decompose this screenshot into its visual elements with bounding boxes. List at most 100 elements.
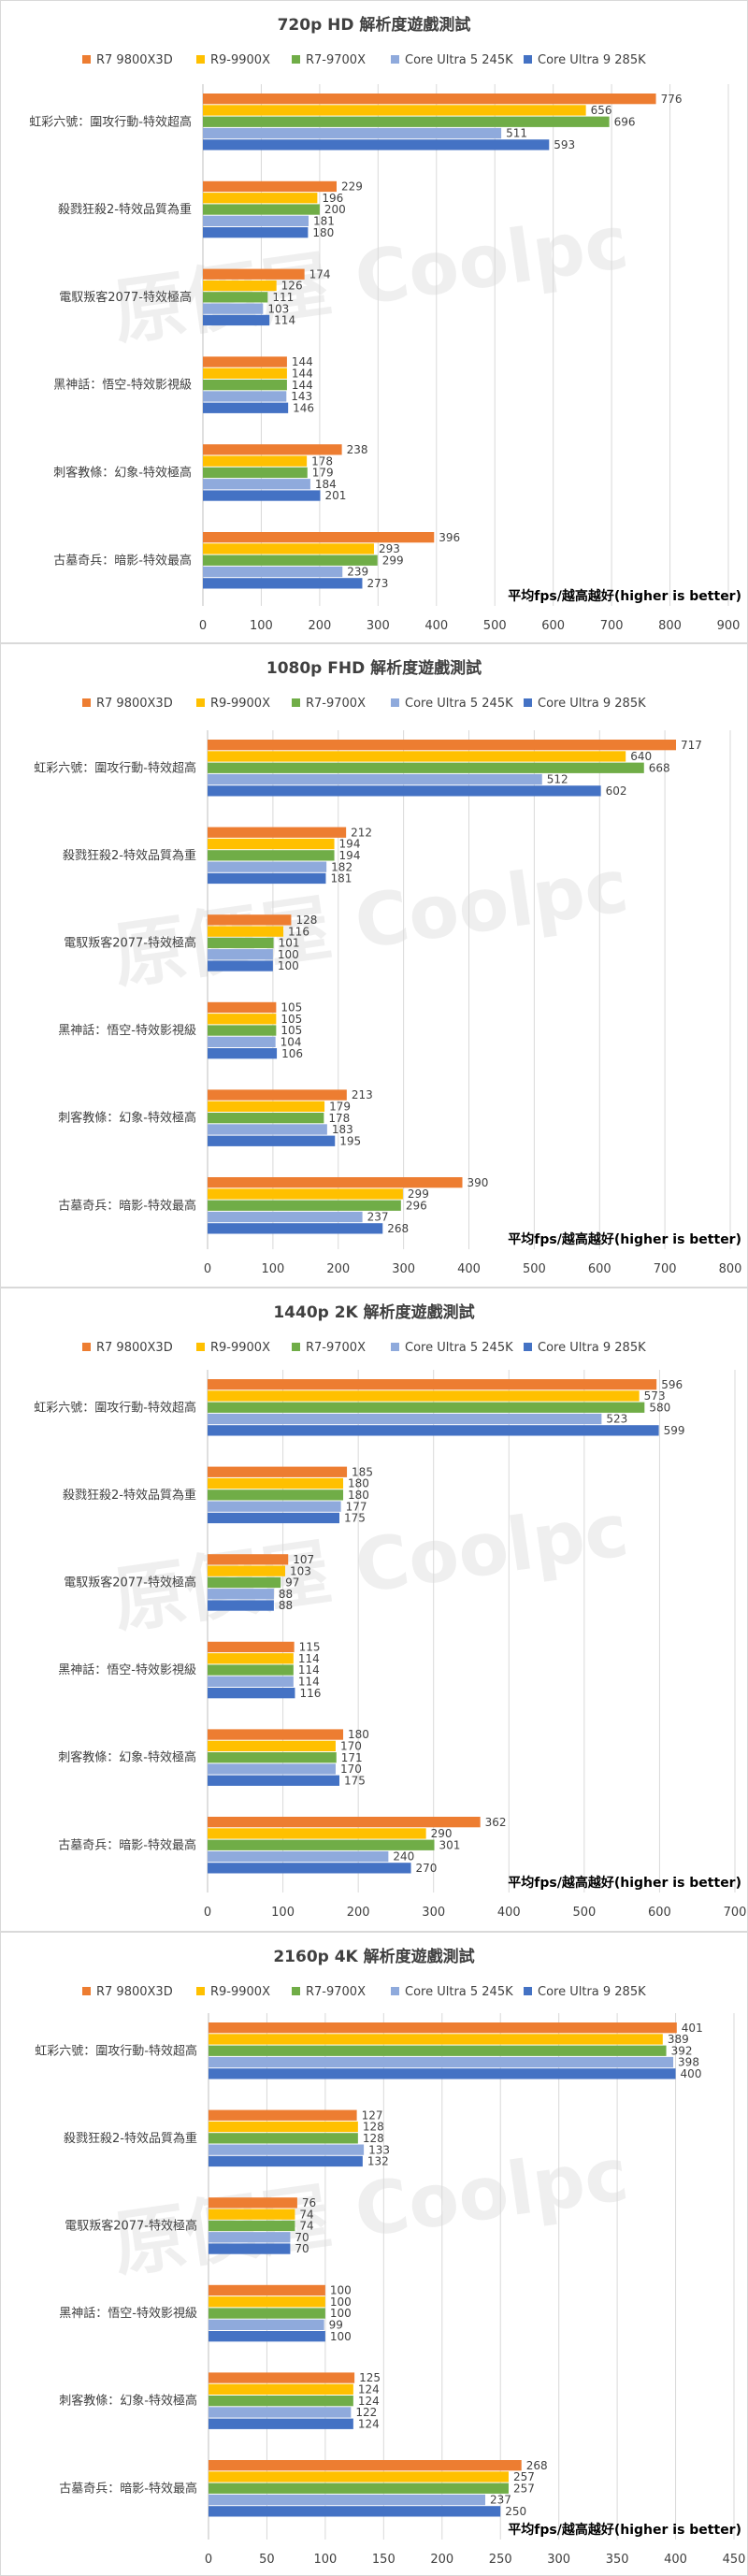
bar [208,1135,336,1146]
bar [208,1775,339,1786]
legend-swatch [196,1343,205,1351]
legend-item: R7-9700X [292,1985,366,1999]
bar [203,455,308,467]
category-label: 古墓奇兵：暗影-特效最高 [59,2481,197,2496]
data-label: 74 [299,2220,313,2233]
legend-item: Core Ultra 9 285K [524,53,646,67]
data-label: 389 [668,2033,689,2046]
data-label: 105 [280,1001,302,1015]
bar [208,861,327,872]
data-label: 146 [293,401,314,414]
legend-swatch [82,1343,91,1351]
bar [208,1641,295,1653]
data-label: 144 [292,355,313,368]
x-tick-label: 400 [664,2553,687,2567]
bar [209,2068,676,2080]
x-tick-label: 0 [205,2553,212,2567]
data-label: 124 [358,2395,380,2408]
data-label: 111 [272,291,294,304]
legend-item: R9-9900X [196,1341,270,1355]
legend-swatch [391,55,399,64]
x-tick-label: 50 [259,2553,275,2567]
bar [203,215,309,226]
data-label: 74 [299,2208,313,2221]
bar [208,1850,389,1863]
legend-swatch [196,55,205,64]
data-label: 195 [339,1134,361,1147]
data-label: 181 [313,215,335,228]
legend-label: Core Ultra 9 285K [538,53,646,67]
bar [208,1817,481,1828]
legend-swatch [391,698,399,707]
legend-label: R7 9800X3D [96,1341,173,1355]
data-label: 390 [468,1176,489,1189]
x-tick-label: 700 [600,619,624,633]
data-label: 124 [358,2417,380,2430]
bar [208,762,644,773]
category-label: 殺戮狂殺2-特效品質為重 [64,2131,197,2146]
category-label: 刺客教條：幻象-特效極高 [53,465,192,480]
bar [209,2494,485,2506]
bar [208,785,601,797]
data-label: 174 [309,267,331,281]
bar [203,479,310,490]
bar [208,1565,285,1576]
category-label: 電馭叛客2077-特效極高 [64,1575,196,1590]
legend-swatch [196,1987,205,1995]
legend-label: Core Ultra 5 245K [405,53,513,67]
bar [208,740,677,751]
bar [209,2407,352,2418]
bar [203,380,287,391]
data-label: 125 [359,2371,381,2384]
data-label: 114 [274,314,295,327]
bar [203,314,270,326]
bar [208,1113,324,1124]
legend-label: Core Ultra 5 245K [405,1341,513,1355]
bar [208,926,284,937]
bar [203,116,610,127]
bar [203,303,264,314]
chart-title: 2160p 4K 解析度遊戲測試 [273,1947,474,1966]
bar [208,1554,289,1565]
x-tick-label: 150 [372,2553,396,2567]
category-label: 黑神話：悟空-特效影視級 [59,2306,197,2321]
bar [208,1512,339,1524]
legend-label: R9-9900X [210,697,270,711]
data-label: 143 [291,390,312,403]
category-label: 古墓奇兵：暗影-特效最高 [58,1837,196,1852]
legend-item: Core Ultra 9 285K [524,1341,646,1355]
data-label: 301 [439,1838,461,1851]
data-label: 401 [682,2022,703,2035]
bar [209,2197,297,2209]
data-label: 183 [332,1123,353,1136]
data-label: 776 [661,93,683,106]
legend-swatch [82,1987,91,1995]
data-label: 100 [330,2284,352,2297]
bar [203,467,308,479]
bar [208,1379,657,1390]
legend-swatch [292,55,300,64]
bar [209,2109,357,2121]
bar [208,1177,463,1188]
bar [208,1489,344,1501]
bar [209,2284,325,2296]
x-tick-label: 600 [648,1906,671,1920]
bar [208,1089,347,1101]
data-label: 640 [630,750,652,763]
bar [203,356,287,367]
bar [208,1466,348,1477]
bar [209,2396,353,2407]
bar [208,1752,337,1763]
bar [208,1688,295,1699]
data-label: 180 [312,226,334,239]
bar [209,2045,667,2056]
category-label: 殺戮狂殺2-特效品質為重 [58,202,192,217]
data-label: 114 [298,1676,320,1689]
data-label: 196 [322,192,343,205]
category-label: 虹彩六號：圍攻行動-特效超高 [34,1400,196,1415]
x-tick-label: 900 [717,619,741,633]
legend-label: R7 9800X3D [96,53,173,67]
bar [208,1001,277,1014]
bar [208,1223,383,1234]
